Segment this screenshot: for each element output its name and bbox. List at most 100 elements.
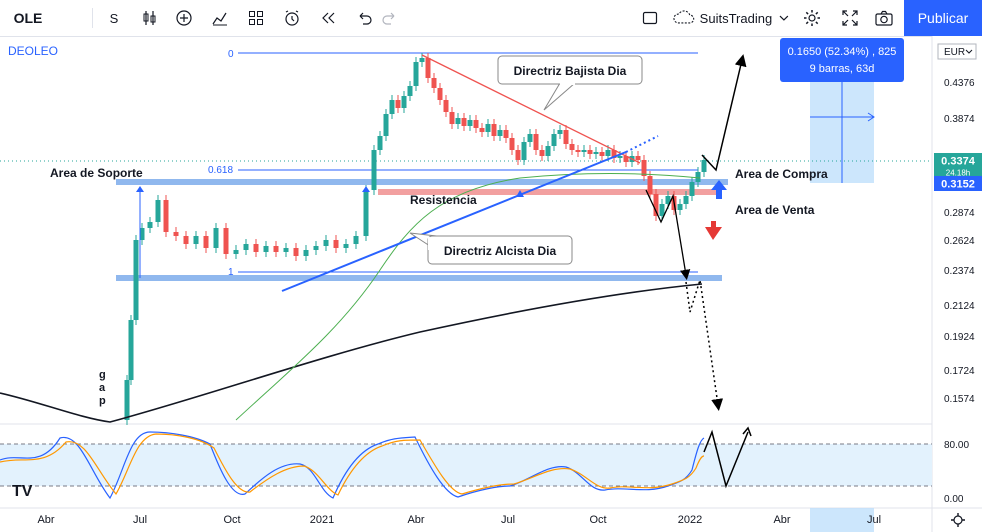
candle-body — [425, 58, 431, 78]
candle-body — [521, 142, 527, 160]
fullscreen-square-icon[interactable] — [638, 0, 662, 36]
candle-body — [455, 118, 461, 124]
price-tick-label: 0.4376 — [944, 78, 975, 89]
candle-body — [617, 156, 623, 158]
time-tick-labels: Abr Jul Oct 2021 Abr Jul Oct 2022 Abr Jul — [37, 514, 881, 526]
candle-body — [479, 128, 485, 132]
candle-body — [539, 150, 545, 156]
expand-icon[interactable] — [836, 0, 864, 36]
measure-tooltip: 0.1650 (52.34%) , 825 9 barras, 63d — [780, 38, 904, 82]
oscillator-projection[interactable] — [703, 429, 749, 489]
candle-body — [407, 86, 413, 96]
layout-cloud-menu[interactable]: SuitsTrading — [672, 0, 790, 36]
time-tick-label: 2022 — [678, 514, 702, 526]
currency-selector[interactable]: EUR — [937, 43, 977, 60]
candle-body — [389, 100, 395, 114]
partial-price-badge: 24.18h — [934, 168, 982, 178]
candle-body — [303, 250, 309, 256]
time-tick-label: Jul — [867, 514, 881, 526]
projection-down-path[interactable] — [645, 189, 691, 281]
buy-arrow-icon — [711, 180, 727, 199]
candle-body — [124, 380, 130, 420]
price-chart[interactable]: 0.1650 (52.34%) , 825 9 barras, 63d — [0, 36, 982, 532]
candle-body — [213, 228, 219, 248]
candle-body — [413, 62, 419, 86]
svg-text:TV: TV — [12, 483, 33, 500]
gap-label-p: p — [99, 395, 106, 407]
time-tick-label: Abr — [407, 514, 424, 526]
candle-body — [509, 138, 515, 150]
level-price-value: 0.3152 — [941, 179, 975, 191]
fib-label-618: 0.618 — [208, 165, 233, 176]
gap-label-a: a — [99, 382, 106, 394]
time-tick-label: 2021 — [310, 514, 334, 526]
publish-button[interactable]: Publicar — [904, 0, 982, 36]
candle-body — [503, 130, 509, 138]
candle-body — [515, 150, 521, 160]
bearish-trendline[interactable] — [421, 54, 641, 164]
sell-zone-label: Area de Venta — [735, 203, 815, 217]
redo-icon[interactable] — [376, 0, 404, 36]
bearish-callout-label: Directriz Bajista Dia — [514, 64, 627, 78]
camera-icon[interactable] — [870, 0, 898, 36]
breakout-arrow-up-icon — [362, 186, 370, 192]
candle-body — [461, 118, 467, 126]
replay-icon[interactable] — [314, 0, 342, 36]
alert-clock-icon[interactable] — [278, 0, 306, 36]
projection-up-path[interactable] — [701, 54, 747, 172]
retest-arrow-up-icon — [516, 190, 524, 197]
moving-average-50 — [235, 173, 701, 421]
support-band-upper[interactable] — [116, 179, 728, 185]
candle-body — [551, 134, 557, 146]
candle-body — [147, 222, 153, 228]
candle-body — [163, 200, 169, 232]
undo-icon[interactable] — [350, 0, 378, 36]
candle-body — [485, 124, 491, 132]
candle-body — [128, 320, 134, 380]
bullish-trendline[interactable] — [281, 151, 627, 292]
measure-arrow-icon — [867, 112, 875, 122]
candle-body — [575, 150, 581, 152]
support-label: Area de Soporte — [50, 166, 143, 180]
time-tick-label: Oct — [223, 514, 240, 526]
candle-body — [133, 240, 139, 320]
support-arrow-up-icon — [136, 186, 144, 192]
candle-body — [243, 244, 249, 250]
add-indicator-icon[interactable] — [170, 0, 198, 36]
axis-settings-gear-icon[interactable] — [951, 513, 965, 527]
candle-body — [683, 196, 689, 204]
bullish-callout[interactable]: Directriz Alcista Dia — [409, 232, 573, 265]
symbol-search[interactable]: OLE — [13, 10, 43, 26]
candle-body — [431, 78, 437, 88]
price-tick-label: 0.2624 — [944, 236, 975, 247]
fib-label-1: 1 — [228, 267, 234, 278]
candles-icon[interactable] — [136, 0, 164, 36]
cloud-icon — [673, 10, 695, 24]
time-tick-label: Jul — [501, 514, 515, 526]
candle-body — [623, 156, 629, 162]
price-tick-label: 0.2124 — [944, 301, 975, 312]
fib-label-0: 0 — [228, 49, 234, 60]
price-tick-label: 0.1574 — [944, 394, 975, 405]
candle-body — [701, 160, 707, 172]
support-band-lower[interactable] — [116, 275, 722, 281]
indicators-icon[interactable] — [206, 0, 234, 36]
settings-gear-icon[interactable] — [798, 0, 826, 36]
interval-selector[interactable]: S — [109, 10, 119, 26]
bearish-callout[interactable]: Directriz Bajista Dia — [497, 55, 643, 111]
sell-arrow-icon — [705, 221, 722, 240]
oscillator-tick-label: 80.00 — [944, 440, 969, 451]
layout-grid-icon[interactable] — [242, 0, 270, 36]
candle-body — [611, 150, 617, 158]
resistance-band[interactable] — [378, 189, 720, 195]
price-axis[interactable] — [932, 36, 982, 532]
candle-body — [569, 144, 575, 150]
partial-price-value: 24.18h — [946, 169, 970, 178]
top-toolbar: OLE S SuitsTrading — [0, 0, 982, 37]
candle-body — [491, 124, 497, 136]
candle-body — [253, 244, 259, 252]
projection-breakdown-path[interactable] — [685, 279, 724, 411]
current-price-value: 0.3374 — [941, 156, 976, 168]
measure-tooltip-line1: 0.1650 (52.34%) , 825 — [788, 46, 897, 58]
